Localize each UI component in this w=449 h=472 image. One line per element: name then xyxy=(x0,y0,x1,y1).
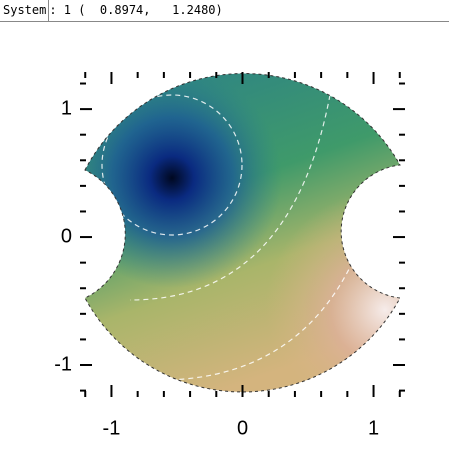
x-tick-label: 1 xyxy=(368,417,379,439)
x-tick-label: 0 xyxy=(237,417,248,439)
status-bar: System: 1 ( 0.8974, 1.2480) xyxy=(0,0,449,22)
map-field xyxy=(85,73,400,392)
y-tick-label: 0 xyxy=(61,225,72,247)
y-tick-label: -1 xyxy=(54,353,72,375)
status-label: System xyxy=(0,0,50,21)
chart: -1 0 1 -1 0 1 xyxy=(54,72,405,439)
status-text: : 1 ( 0.8974, 1.2480) xyxy=(49,3,223,17)
map-outline xyxy=(84,73,401,393)
y-tick-label: 1 xyxy=(61,97,72,119)
x-tick-label: -1 xyxy=(103,417,121,439)
